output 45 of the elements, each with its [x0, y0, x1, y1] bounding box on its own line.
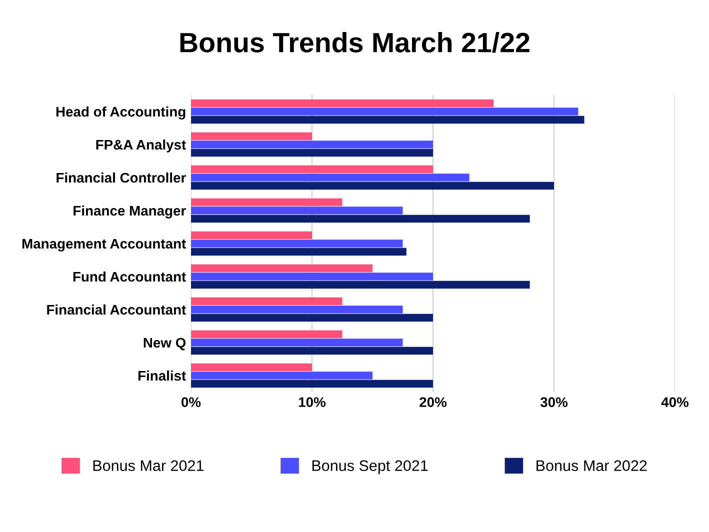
y-tick-label: Finalist: [138, 370, 186, 381]
bar: [191, 346, 433, 355]
bar: [191, 198, 342, 206]
x-tick-label: 0%: [182, 397, 201, 408]
bar: [191, 338, 403, 346]
y-tick-label: Finance Manager: [74, 205, 186, 218]
bar: [191, 314, 433, 322]
bar: [191, 214, 530, 223]
bar: [191, 264, 372, 272]
bar: [191, 231, 312, 240]
bar: [191, 182, 554, 190]
bar: [191, 108, 578, 116]
bar: [191, 99, 494, 108]
bar: [191, 140, 433, 148]
y-tick-label: Financial Controller: [56, 172, 186, 183]
y-tick-label: Management Accountant: [22, 238, 186, 252]
legend-label: Bonus Mar 2021: [93, 460, 204, 472]
bar: [191, 148, 433, 157]
x-tick-label: 20%: [420, 397, 447, 408]
bar: [191, 330, 342, 338]
legend-label: Bonus Mar 2022: [536, 460, 647, 472]
bar: [191, 272, 433, 280]
bar: [191, 306, 403, 314]
bar: [191, 165, 433, 174]
x-tick-label: 40%: [661, 397, 689, 408]
y-tick-label: Fund Accountant: [73, 271, 186, 282]
bar: [191, 174, 470, 182]
y-tick-label: Financial Accountant: [47, 304, 186, 315]
y-tick-label: FP&A Analyst: [96, 139, 186, 152]
bar: [191, 372, 372, 380]
bar: [191, 248, 406, 256]
y-tick-label: Head of Accounting: [56, 106, 186, 120]
bar: [191, 206, 403, 214]
x-tick-label: 10%: [298, 397, 326, 408]
bar: [191, 116, 584, 124]
bar: [191, 132, 312, 140]
bar: [191, 240, 403, 248]
legend-label: Bonus Sept 2021: [312, 460, 428, 474]
bar: [191, 380, 433, 388]
bar: [191, 363, 312, 372]
y-tick-label: New Q: [144, 338, 186, 350]
x-tick-label: 30%: [540, 397, 568, 408]
chart-title: Bonus Trends March 21/22: [180, 32, 530, 53]
bar: [191, 297, 342, 306]
bar: [191, 280, 530, 289]
